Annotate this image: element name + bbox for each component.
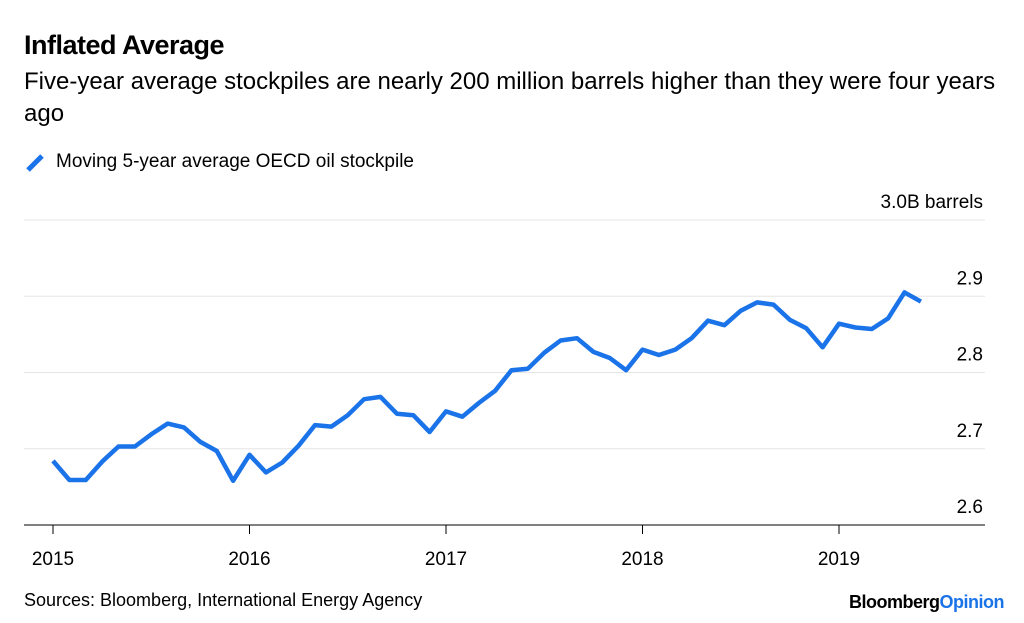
x-tick-label: 2019 [818,549,860,570]
series-line [51,290,923,484]
y-tick-label: 2.9 [957,268,983,289]
chart-subtitle: Five-year average stockpiles are nearly … [24,68,996,127]
y-tick-label: 3.0B barrels [881,192,983,213]
x-tick-label: 2017 [425,549,467,570]
brand-part-1: Bloomberg [849,592,940,612]
y-tick-label: 2.8 [957,345,983,366]
legend: Moving 5-year average OECD oil stockpile [24,150,414,174]
x-tick-label: 2015 [32,549,74,570]
chart-title: Inflated Average [24,30,225,60]
legend-label: Moving 5-year average OECD oil stockpile [56,151,414,172]
y-tick-label: 2.6 [957,497,983,518]
y-tick-label: 2.7 [957,421,983,442]
source-note: Sources: Bloomberg, International Energy… [24,590,423,610]
x-tick-label: 2018 [621,549,663,570]
brand-part-2: Opinion [939,592,1005,612]
x-tick-label: 2016 [228,549,270,570]
bloomberg-opinion-logo: BloombergOpinion [849,592,1005,613]
diagonal-line-swatch-icon [26,154,44,172]
